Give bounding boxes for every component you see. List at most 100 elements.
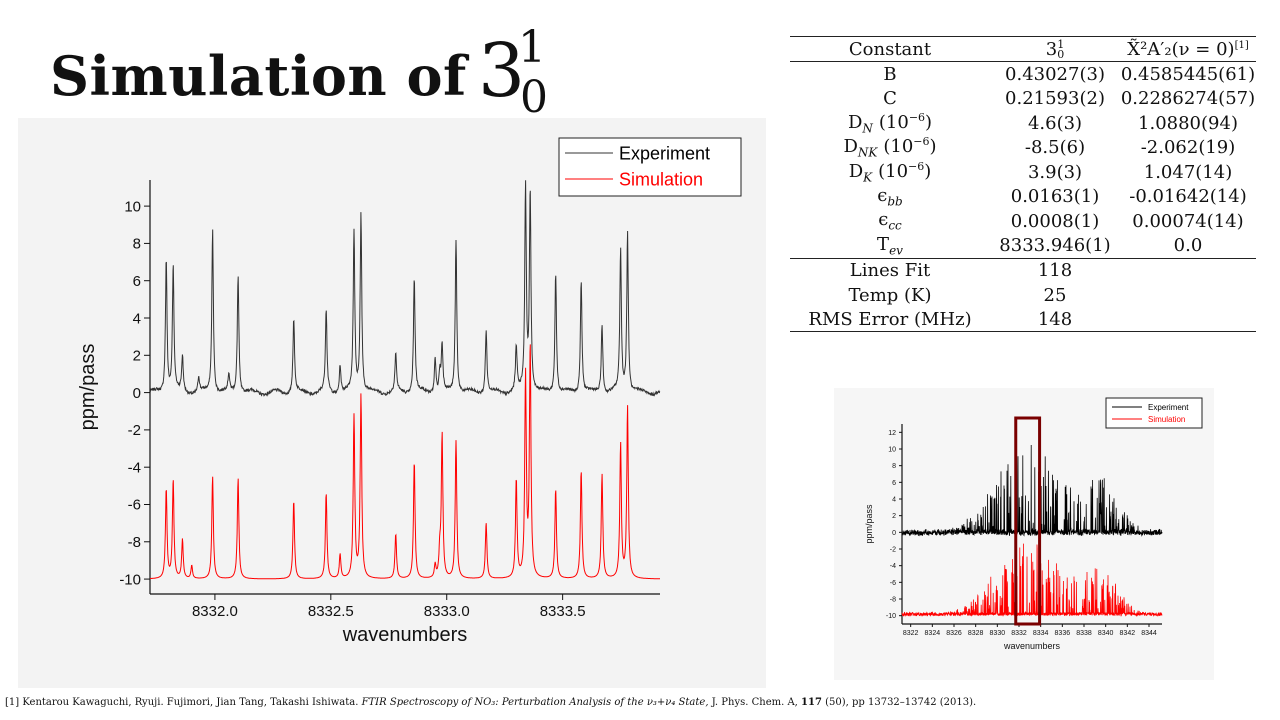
constant-unit-close: )	[924, 161, 932, 183]
y-tick-label: -10	[886, 613, 896, 620]
series-line-experiment	[149, 180, 661, 397]
citation-journal: J. Phys. Chem. A,	[711, 697, 798, 708]
constant-unit-exponent: −6	[913, 135, 930, 149]
header-band-sup: 1	[1057, 37, 1065, 51]
y-tick-label: 0	[133, 385, 141, 402]
y-tick-label: -10	[119, 571, 141, 588]
fit-parameter: RMS Error (MHz)	[790, 307, 990, 333]
y-tick-label: 2	[133, 348, 141, 365]
legend-label-experiment: Experiment	[619, 143, 710, 163]
x-tick-label: 8333.0	[424, 603, 470, 620]
y-tick-label: 10	[124, 198, 141, 215]
header-ground-state: X̃²A′₂(ν = 0)[1]	[1120, 37, 1256, 62]
y-tick-label: -8	[890, 596, 896, 603]
band-value: 4.6(3)	[1027, 112, 1083, 134]
inset-spectrum-chart: -10 -8 -6 -4 -2 0 2 4 6 8 10 12 8322 8324 8326 8328 8330…	[834, 388, 1214, 680]
slide-title-math-base: 3	[478, 28, 526, 114]
y-axis-label: ppm/pass	[77, 344, 99, 431]
y-tick-label: 6	[892, 480, 896, 487]
y-tick-label: -2	[128, 422, 141, 439]
y-tick-label: 8	[892, 463, 896, 470]
constant-subscript: cc	[888, 218, 902, 233]
y-tick-label: -4	[128, 459, 141, 476]
y-tick-label: 8	[133, 236, 141, 253]
ground-state-value: 0.0	[1173, 234, 1203, 256]
header-band-base: 3	[1045, 38, 1058, 60]
table-row: B 0.43027(3) 0.4585445(61)	[790, 62, 1256, 87]
slide-title-math-subscript: 0	[520, 72, 548, 123]
ground-state-value: -0.01642(14)	[1129, 186, 1247, 208]
band-value: 0.21593(2)	[1005, 88, 1105, 110]
y-tick-label: -8	[128, 534, 141, 551]
fit-empty	[1120, 307, 1256, 333]
constant-symbol: ϵ	[877, 185, 888, 207]
fit-row: RMS Error (MHz) 148	[790, 307, 1256, 333]
x-tick-label: 8324	[925, 630, 941, 637]
y-tick-label: -4	[890, 563, 896, 570]
band-value: 0.0163(1)	[1010, 186, 1100, 208]
band-value: 0.43027(3)	[1005, 63, 1105, 85]
x-axis-label: wavenumbers	[342, 624, 468, 646]
constant-symbol: D	[848, 161, 864, 183]
constant-unit: (10	[883, 136, 914, 158]
constant-symbol: T	[877, 233, 890, 255]
constant-subscript: N	[862, 121, 873, 136]
constant-unit-exponent: −6	[908, 110, 926, 124]
table-row: ϵbb 0.0163(1) -0.01642(14)	[790, 185, 1256, 209]
band-value: 3.9(3)	[1027, 161, 1083, 183]
constant-name: ϵbb	[790, 185, 990, 209]
constant-subscript: K	[863, 170, 873, 185]
constant-name: C	[883, 88, 897, 110]
y-axis-label: ppm/pass	[864, 504, 874, 544]
constant-unit-exponent: −6	[908, 160, 925, 174]
y-tick-label: 0	[892, 530, 896, 537]
fit-empty	[1120, 283, 1256, 307]
x-tick-label: 8332	[1011, 630, 1027, 637]
y-tick-label: -6	[890, 580, 896, 587]
ground-state-value: 0.00074(14)	[1132, 210, 1244, 232]
citation-authors: [1] Kentarou Kawaguchi, Ryuji. Fujimori,…	[5, 697, 359, 708]
y-tick-label: 4	[892, 496, 896, 503]
header-band-sub: 0	[1057, 47, 1065, 61]
constant-subscript: NK	[857, 146, 878, 161]
constant-subscript: ev	[889, 243, 903, 258]
table-row: DK (10−6) 3.9(3) 1.047(14)	[790, 160, 1256, 185]
series-line-simulation	[901, 543, 1163, 618]
y-tick-label: 2	[892, 513, 896, 520]
constant-name: Tev	[790, 233, 990, 258]
table-row: Tev 8333.946(1) 0.0	[790, 233, 1256, 258]
fit-value: 148	[990, 307, 1120, 333]
x-tick-label: 8340	[1098, 630, 1114, 637]
y-tick-label: 4	[133, 310, 141, 327]
x-tick-label: 8333.5	[540, 603, 586, 620]
legend-label-experiment: Experiment	[1148, 403, 1189, 412]
x-tick-label: 8334	[1033, 630, 1049, 637]
header-constant: Constant	[848, 38, 932, 60]
x-tick-label: 8332.5	[308, 603, 354, 620]
legend-label-simulation: Simulation	[1148, 415, 1185, 424]
x-tick-label: 8332.0	[192, 603, 238, 620]
ground-state-value: 1.0880(94)	[1138, 112, 1238, 134]
highlight-box	[1014, 416, 1042, 626]
fit-value: 118	[990, 257, 1120, 283]
fit-row: Lines Fit 118	[790, 257, 1256, 283]
x-tick-label: 8326	[946, 630, 962, 637]
x-tick-label: 8342	[1120, 630, 1136, 637]
constant-unit-close: )	[929, 136, 937, 158]
ground-state-value: 0.4585445(61)	[1120, 63, 1256, 85]
x-tick-label: 8336	[1055, 630, 1071, 637]
ground-state-value: -2.062(19)	[1140, 137, 1236, 159]
header-ground-state-ref: [1]	[1234, 39, 1249, 51]
constant-symbol: D	[843, 136, 858, 158]
constant-name: B	[883, 63, 897, 85]
main-spectrum-chart: -10 -8 -6 -4 -2 0 2 4 6 8 10 8332.0 8332.5 8333.0 8333…	[18, 118, 766, 688]
fit-row: Temp (K) 25	[790, 283, 1256, 307]
ground-state-value: 0.2286274(57)	[1120, 88, 1256, 110]
constant-symbol: D	[847, 111, 863, 133]
series-line-experiment	[901, 444, 1163, 537]
y-tick-label: -6	[128, 497, 141, 514]
table-row: DNK (10−6) -8.5(6) -2.062(19)	[790, 135, 1256, 160]
